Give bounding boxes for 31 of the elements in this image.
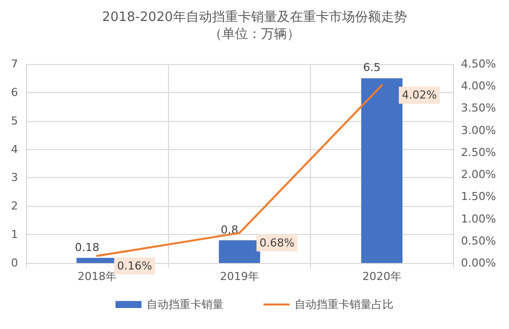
chart-subtitle: （单位：万辆） — [209, 27, 300, 42]
y-tick-label: 0 — [11, 256, 18, 270]
x-tick-label: 2019年 — [220, 270, 259, 283]
y2-tick-label: 4.50% — [461, 58, 496, 70]
y2-tick-label: 1.00% — [461, 212, 496, 226]
y2-tick-label: 3.00% — [461, 124, 496, 137]
y-tick-label: 3 — [11, 171, 18, 184]
y-tick-label: 1 — [11, 228, 18, 242]
data-label: 6.5 — [363, 61, 381, 74]
data-label: 0.16% — [117, 259, 152, 272]
legend-label: 自动挡重卡销量占比 — [294, 298, 394, 311]
data-label: 0.68% — [260, 236, 294, 250]
x-tick-label: 2018年 — [78, 270, 117, 283]
y-tick-label: 2 — [11, 200, 18, 213]
bar — [361, 78, 402, 263]
data-label: 0.18 — [74, 240, 100, 254]
y2-tick-label: 3.50% — [461, 102, 496, 115]
y2-tick-label: 2.50% — [461, 146, 496, 159]
data-label: 4.02% — [402, 88, 437, 102]
x-tick-label: 2020年 — [362, 270, 402, 283]
y-tick-label: 4 — [11, 142, 18, 156]
chart-title: 2018-2020年自动挡重卡销量及在重卡市场份额走势 — [102, 10, 407, 25]
y-tick-label: 5 — [11, 114, 18, 128]
y-tick-label: 6 — [11, 86, 18, 99]
y-tick-label: 7 — [11, 58, 18, 70]
y2-tick-label: 0.00% — [461, 256, 496, 270]
legend-label: 自动挡重卡销量 — [146, 298, 224, 311]
y2-tick-label: 2.00% — [461, 168, 496, 182]
y2-tick-label: 0.50% — [461, 234, 496, 248]
y2-tick-label: 4.00% — [461, 80, 496, 93]
y2-tick-label: 1.50% — [461, 190, 496, 204]
